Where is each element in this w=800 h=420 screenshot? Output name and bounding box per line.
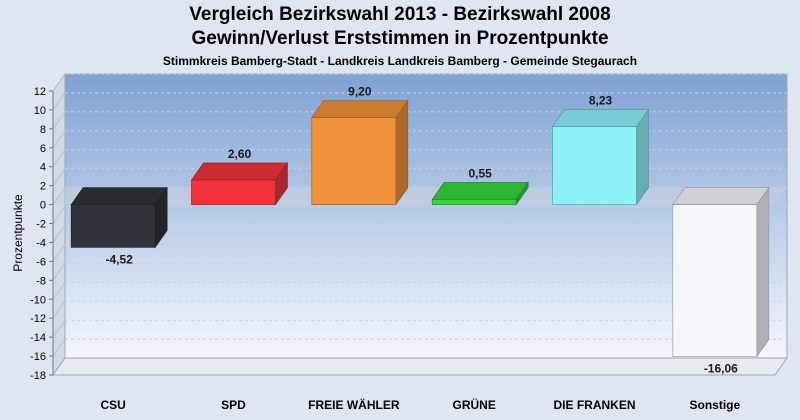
x-tick-label: FREIE WÄHLER [308,397,400,412]
y-tick-label: -10 [30,294,46,306]
y-tick-label: -14 [30,332,46,344]
gridline-depth [52,130,66,149]
bar-freie-wähler: 9,20 [311,85,409,206]
data-label: 2,60 [228,147,252,161]
bar [70,204,156,248]
bar-top [190,162,289,181]
data-label: 9,20 [348,85,372,99]
x-tick-label: Sonstige [689,398,740,412]
plot-back-wall [64,73,788,359]
bar [311,117,397,205]
y-tick-label: 10 [34,105,46,117]
y-tick-label: 12 [34,86,46,98]
x-tick-label: DIE FRANKEN [553,398,635,412]
gridline-depth [52,206,66,224]
gridline-depth [52,92,66,111]
bar-side [756,186,770,358]
gridline-depth [52,111,66,130]
gridline-depth [52,73,66,92]
bar [672,204,758,357]
x-tick-label: GRÜNE [452,397,495,412]
data-label: 8,23 [589,94,613,108]
gridline-depth [52,149,66,168]
y-tick-label: -6 [36,256,46,268]
bar-spd: 2,60 [190,147,289,206]
chart-region-subtitle: Stimmkreis Bamberg-Stadt - Landkreis Lan… [162,54,638,68]
bar [552,126,637,205]
y-tick-label: -18 [30,370,46,382]
bar-top [70,187,168,205]
plot-side-wall [52,72,66,377]
gridline-depth [52,319,66,338]
bar-top [672,187,770,205]
gridline-depth [52,244,66,262]
gridline-depth [52,168,66,186]
bar-csu: -4,52 [70,186,168,266]
y-tick-label: -16 [30,351,46,363]
gridline-depth [52,338,66,357]
y-tick-label: -2 [36,219,46,231]
gridline-depth [52,225,66,243]
chart-title: Vergleich Bezirkswahl 2013 - Bezirkswahl… [189,4,611,25]
gridline-depth [52,300,66,319]
bar [431,199,517,205]
bar-top [551,109,650,127]
chart-subtitle: Gewinn/Verlust Erststimmen in Prozentpun… [191,28,609,49]
y-tick-label: -12 [30,313,46,325]
data-label: 0,55 [468,166,492,180]
y-tick-label: 8 [40,124,46,136]
bar [191,179,276,205]
y-tick-label: 0 [40,200,46,212]
data-label: -16,06 [704,362,738,376]
x-tick-label: CSU [100,398,125,412]
bar-top [311,100,409,118]
bar-sonstige: -16,06 [672,186,770,376]
bar-die-franken: 8,23 [551,94,650,206]
y-tick-label: -8 [36,275,46,287]
bar-top [431,182,529,200]
bar-side [395,99,409,206]
y-tick-label: 4 [40,162,46,174]
y-tick-label: 6 [40,143,46,155]
gridline-depth [52,263,66,281]
y-tick-label: -4 [36,237,46,249]
bar-grüne: 0,55 [431,166,529,206]
plot-floor [52,357,788,376]
y-tick-label: 2 [40,181,46,193]
gridline-depth [52,281,66,300]
y-axis-label: Prozentpunkte [11,194,25,272]
x-tick-label: SPD [221,398,246,412]
data-label: -4,52 [105,252,133,266]
